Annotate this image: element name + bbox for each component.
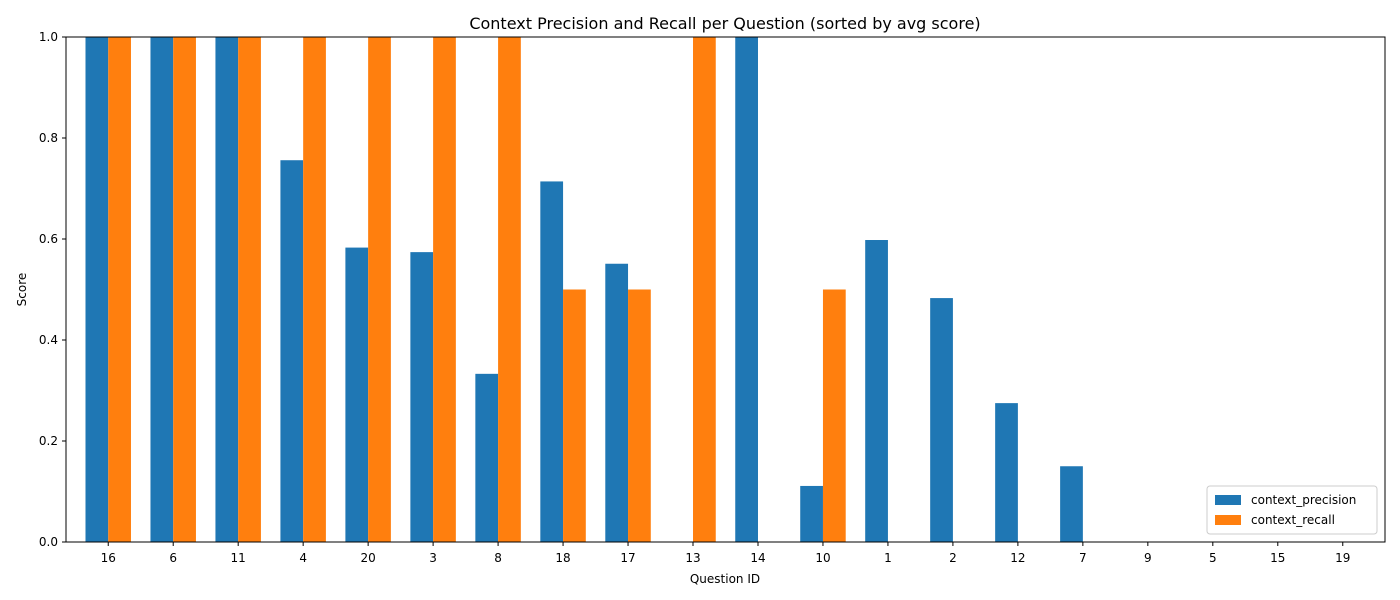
legend-swatch-context-recall [1215,515,1241,525]
bar-context-precision-q6 [150,37,174,542]
y-tick-label: 0.0 [39,535,58,549]
bar-context-precision-q20 [345,247,369,542]
x-axis-label: Question ID [690,572,760,586]
x-tick-label: 12 [1010,551,1025,565]
legend-label-context-precision: context_precision [1251,493,1356,507]
x-tick-label: 19 [1335,551,1350,565]
chart-title: Context Precision and Recall per Questio… [469,14,980,33]
bar-context-recall-q16 [108,37,131,542]
x-tick-label: 15 [1270,551,1285,565]
x-tick-label: 20 [360,551,375,565]
x-tick-label: 9 [1144,551,1152,565]
bar-context-recall-q11 [238,37,261,542]
bar-context-precision-q12 [995,403,1018,542]
bar-context-recall-q17 [628,289,651,542]
bar-context-precision-q7 [1060,466,1083,542]
legend-frame [1206,485,1378,535]
x-tick-label: 18 [555,551,570,565]
y-tick-label: 0.2 [39,434,58,448]
x-tick-label: 14 [750,551,765,565]
bar-context-precision-q2 [930,298,953,542]
legend-swatch-context-precision [1215,495,1241,505]
bar-context-recall-q13 [693,37,716,542]
bar-context-precision-q18 [540,181,564,542]
bar-context-precision-q16 [85,37,109,542]
x-axis: 16 6 11 4 20 3 8 18 17 13 14 10 1 2 12 7 9 5 15 19 [101,542,1350,565]
bar-context-precision-q8 [475,373,499,542]
bar-context-recall-q10 [822,289,846,542]
y-axis: 0.0 0.2 0.4 0.6 0.8 1.0 [39,30,66,549]
legend: context_precision context_recall [1206,485,1378,535]
bar-context-precision-q3 [410,252,434,542]
y-axis-label: Score [15,273,29,307]
y-tick-label: 1.0 [39,30,58,44]
legend-label-context-recall: context_recall [1251,513,1335,527]
bar-context-recall-q6 [173,37,196,542]
x-tick-label: 7 [1079,551,1087,565]
x-tick-label: 1 [884,551,892,565]
y-tick-label: 0.8 [39,131,58,145]
bar-context-precision-q14 [735,37,758,542]
bar-context-recall-q3 [433,37,456,542]
bar-context-precision-q11 [215,37,239,542]
bar-context-recall-q18 [563,289,586,542]
bar-context-precision-q1 [865,240,888,542]
y-tick-label: 0.6 [39,232,58,246]
x-tick-label: 6 [169,551,177,565]
bar-context-recall-q8 [498,37,521,542]
bars-group [85,37,1083,542]
x-tick-label: 10 [815,551,830,565]
x-tick-label: 11 [231,551,246,565]
bar-context-precision-q4 [280,160,304,542]
x-tick-label: 4 [299,551,307,565]
y-tick-label: 0.4 [39,333,58,347]
bar-context-recall-q4 [303,37,326,542]
x-tick-label: 17 [620,551,635,565]
x-tick-label: 8 [494,551,502,565]
x-tick-label: 16 [101,551,116,565]
plot-frame [65,36,1386,543]
x-tick-label: 3 [429,551,437,565]
x-tick-label: 2 [949,551,957,565]
x-tick-label: 5 [1209,551,1217,565]
bar-context-recall-q20 [368,37,391,542]
bar-context-precision-q17 [605,263,629,542]
x-tick-label: 13 [685,551,700,565]
bar-context-precision-q10 [800,485,823,542]
